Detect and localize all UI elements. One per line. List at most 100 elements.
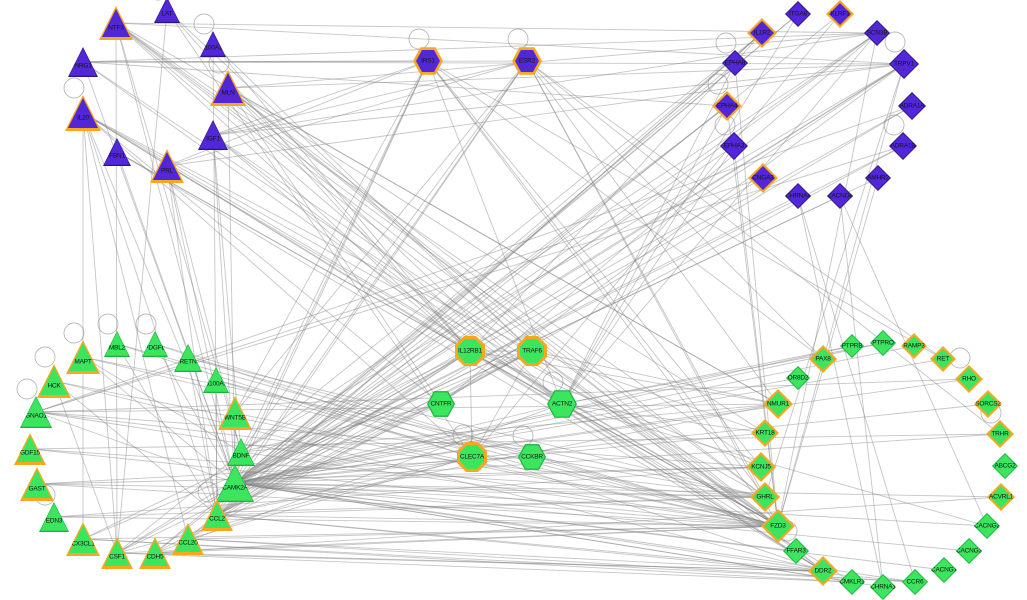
- node-shape: [989, 423, 1011, 445]
- node-shape: [460, 445, 484, 469]
- node-PTPRB[interactable]: PTPRB: [840, 334, 864, 358]
- edge: [82, 112, 766, 498]
- edge: [35, 411, 762, 468]
- node-NRG1[interactable]: NRG1: [68, 47, 98, 77]
- node-PRL[interactable]: PRL: [150, 149, 184, 183]
- node-LAT[interactable]: LAT: [154, 0, 180, 23]
- node-MLN[interactable]: MLN: [210, 70, 246, 106]
- node-CMKLR1[interactable]: CMKLR1: [839, 569, 865, 595]
- node-shape: [754, 422, 776, 444]
- node-CHRNA4[interactable]: CHRNA4: [785, 183, 811, 209]
- node-PTPRO[interactable]: PTPRO: [870, 330, 896, 356]
- node-GDF15[interactable]: GDF15: [14, 433, 46, 465]
- node-shape: [903, 570, 927, 594]
- node-CX3CL1[interactable]: CX3CL1: [66, 522, 100, 556]
- node-IL12RB1[interactable]: IL12RB1: [455, 336, 485, 366]
- node-TRAF6[interactable]: TRAF6: [517, 336, 547, 366]
- node-TRHR[interactable]: TRHR: [986, 420, 1014, 448]
- node-ACVRL1[interactable]: ACVRL1: [987, 483, 1015, 511]
- node-CCL20[interactable]: CCL20: [172, 523, 204, 555]
- node-FZD3[interactable]: FZD3: [761, 509, 795, 543]
- node-KRT18[interactable]: KRT18: [751, 419, 779, 447]
- edge: [234, 482, 1002, 498]
- node-HCK[interactable]: HCK: [37, 364, 71, 398]
- node-GAST[interactable]: GAST: [20, 467, 54, 501]
- edge: [234, 177, 879, 484]
- node-shape: [519, 445, 545, 469]
- node-RHO[interactable]: RHO: [955, 365, 983, 393]
- node-DDR2[interactable]: DDR2: [808, 556, 838, 586]
- node-GHRL[interactable]: GHRL: [750, 482, 780, 512]
- node-EPHA8[interactable]: EPHA8: [722, 50, 748, 76]
- node-NTF3[interactable]: NTF3: [99, 6, 133, 40]
- edge: [240, 451, 779, 527]
- node-CDH5[interactable]: CDH5: [139, 537, 171, 569]
- node-CACNG7[interactable]: CACNG7: [931, 557, 957, 583]
- node-BDNF[interactable]: BDNF: [227, 438, 255, 466]
- node-IGF1[interactable]: IGF1: [198, 120, 228, 150]
- node-MAPT[interactable]: MAPT: [66, 340, 100, 374]
- node-shape: [40, 503, 68, 531]
- node-FFAR3[interactable]: FFAR3: [783, 538, 809, 564]
- node-CNTFR[interactable]: CNTFR: [427, 391, 455, 417]
- node-OR8D2[interactable]: OR8D2: [786, 366, 810, 390]
- node-PAX8[interactable]: PAX8: [809, 345, 837, 373]
- node-CACNG6[interactable]: CACNG6: [827, 183, 853, 209]
- node-TRPV1[interactable]: TRPV1: [889, 49, 919, 79]
- node-IL1R2[interactable]: IL1R2: [747, 18, 777, 48]
- self-loop-edge: [135, 313, 157, 335]
- node-MBL2[interactable]: MBL2: [104, 331, 130, 357]
- node-CCR6[interactable]: CCR6: [902, 569, 928, 595]
- edge: [82, 61, 236, 484]
- node-GNAO1[interactable]: GNAO1: [20, 396, 52, 428]
- node-NMUR1[interactable]: NMUR1: [763, 389, 793, 419]
- node-ABCG2[interactable]: ABCG2: [992, 453, 1018, 479]
- node-ADRA1A[interactable]: ADRA1A: [898, 92, 926, 120]
- node-RET[interactable]: RET: [930, 346, 956, 372]
- edge: [187, 357, 779, 527]
- node-IL20[interactable]: IL20: [65, 95, 101, 131]
- node-CSF1[interactable]: CSF1: [101, 537, 133, 569]
- edge: [227, 87, 779, 527]
- node-WNT5B[interactable]: WNT5B: [218, 396, 252, 430]
- node-KCNJ5[interactable]: KCNJ5: [746, 452, 776, 482]
- edge: [116, 343, 218, 516]
- node-S100A9[interactable]: S100A9: [203, 367, 229, 393]
- node-EPHA4[interactable]: EPHA4: [712, 91, 742, 121]
- edge: [469, 350, 762, 468]
- node-CAMK2A[interactable]: CAMK2A: [216, 464, 254, 502]
- edge: [839, 195, 988, 527]
- node-CHRNA1[interactable]: CHRNA1: [870, 574, 896, 600]
- node-CCKBR[interactable]: CCKBR: [518, 444, 546, 470]
- node-shape: [784, 539, 808, 563]
- edge: [187, 357, 218, 516]
- node-RAMP3[interactable]: RAMP3: [901, 333, 927, 359]
- node-FBN1[interactable]: FBN1: [103, 138, 131, 166]
- node-CLEC7A[interactable]: CLEC7A: [457, 442, 487, 472]
- node-ADRA1B[interactable]: ADRA1B: [889, 132, 917, 160]
- node-EPHA3[interactable]: EPHA3: [720, 132, 748, 160]
- node-shape: [69, 48, 97, 76]
- edge: [215, 379, 779, 527]
- node-KLRF1[interactable]: KLRF1: [826, 0, 854, 28]
- node-RETN[interactable]: RETN: [174, 344, 202, 372]
- node-shape: [975, 514, 999, 538]
- node-IRS1[interactable]: IRS1: [413, 47, 443, 75]
- node-ITGA8[interactable]: ITGA8: [785, 1, 811, 27]
- node-CCL2[interactable]: CCL2: [201, 499, 233, 531]
- node-SCN3B[interactable]: SCN3B: [864, 20, 890, 46]
- edge: [187, 538, 824, 572]
- node-CACNG2[interactable]: CACNG2: [974, 513, 1000, 539]
- node-PDGFB[interactable]: PDGFB: [142, 331, 168, 357]
- node-CACNG3[interactable]: CACNG3: [956, 538, 982, 564]
- edge: [115, 22, 905, 65]
- node-S100A12[interactable]: S100A12: [200, 31, 226, 57]
- node-shape: [828, 184, 852, 208]
- node-EDN3[interactable]: EDN3: [39, 502, 69, 532]
- node-SORCS2[interactable]: SORCS2: [974, 390, 1002, 418]
- node-ESR2[interactable]: ESR2: [512, 47, 542, 75]
- node-ACTN2[interactable]: ACTN2: [547, 390, 577, 418]
- node-AMHR2[interactable]: AMHR2: [865, 165, 891, 191]
- node-CNGA3[interactable]: CNGA3: [748, 163, 778, 193]
